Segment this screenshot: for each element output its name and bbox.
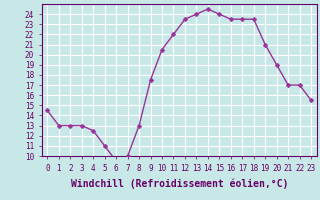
X-axis label: Windchill (Refroidissement éolien,°C): Windchill (Refroidissement éolien,°C) [70, 178, 288, 189]
